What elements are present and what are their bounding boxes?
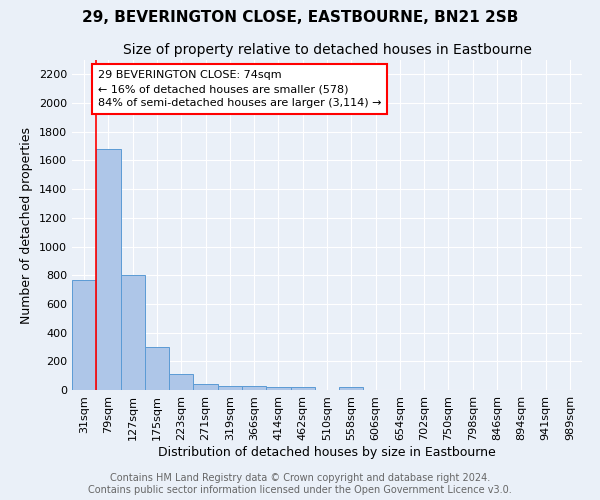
Text: Contains HM Land Registry data © Crown copyright and database right 2024.
Contai: Contains HM Land Registry data © Crown c… bbox=[88, 474, 512, 495]
Bar bbox=[266, 387, 290, 390]
Y-axis label: Number of detached properties: Number of detached properties bbox=[20, 126, 34, 324]
Bar bbox=[169, 374, 193, 390]
Bar bbox=[339, 387, 364, 390]
Bar bbox=[72, 280, 96, 390]
X-axis label: Distribution of detached houses by size in Eastbourne: Distribution of detached houses by size … bbox=[158, 446, 496, 458]
Text: 29, BEVERINGTON CLOSE, EASTBOURNE, BN21 2SB: 29, BEVERINGTON CLOSE, EASTBOURNE, BN21 … bbox=[82, 10, 518, 25]
Bar bbox=[121, 275, 145, 390]
Bar bbox=[218, 386, 242, 390]
Bar bbox=[193, 384, 218, 390]
Bar bbox=[145, 347, 169, 390]
Bar bbox=[242, 386, 266, 390]
Text: 29 BEVERINGTON CLOSE: 74sqm
← 16% of detached houses are smaller (578)
84% of se: 29 BEVERINGTON CLOSE: 74sqm ← 16% of det… bbox=[97, 70, 381, 108]
Title: Size of property relative to detached houses in Eastbourne: Size of property relative to detached ho… bbox=[122, 44, 532, 58]
Bar bbox=[290, 387, 315, 390]
Bar bbox=[96, 149, 121, 390]
